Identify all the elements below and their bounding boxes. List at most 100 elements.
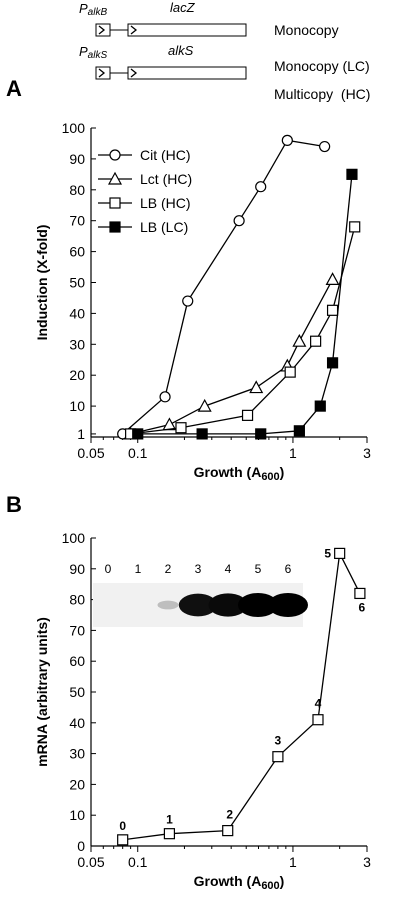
lane-label: 0: [105, 562, 112, 576]
promoter-arrow-icon-2: [98, 68, 106, 78]
data-point: [132, 428, 144, 440]
data-point: [325, 272, 340, 286]
y-tick-label: 80: [69, 182, 85, 198]
x-tick-label: 3: [363, 445, 371, 461]
promoter-label-1: PalkB: [79, 1, 107, 18]
point-label: 0: [119, 819, 126, 833]
y-tick-label: 10: [69, 807, 85, 823]
legend-marker: [109, 197, 121, 209]
data-point: [349, 221, 361, 233]
data-point: [334, 547, 346, 560]
y-tick-label: 1: [77, 426, 85, 442]
y-tick-label: 50: [69, 684, 85, 700]
legend-marker: [109, 221, 121, 233]
y-tick-label: 10: [69, 398, 85, 414]
lane-label: 4: [225, 562, 232, 576]
data-point: [175, 422, 187, 434]
blot-band: [157, 600, 179, 610]
data-point: [117, 834, 129, 846]
lane-label: 3: [195, 562, 202, 576]
data-point: [197, 398, 212, 412]
data-point: [346, 168, 358, 180]
y-tick-label: 60: [69, 244, 85, 260]
data-point: [249, 380, 264, 394]
data-point: [326, 357, 339, 369]
y-tick-label: 90: [69, 151, 85, 167]
y-tick-label: 0: [77, 838, 85, 854]
lane-label: 5: [255, 562, 262, 576]
data-point: [326, 304, 339, 316]
chart-a: 1 10 20 30 40 50 60 70 80 90 100 0.05 0.1 1 3 Induction…: [34, 120, 371, 483]
gene-box-1: [127, 23, 247, 37]
legend-marker: [107, 171, 123, 185]
y-tick-label: 100: [62, 530, 86, 546]
y-tick-label: 40: [69, 305, 85, 321]
legend-label: LB (HC): [140, 195, 191, 211]
y-tick-label: 40: [69, 715, 85, 731]
data-point: [182, 295, 194, 307]
point-label: 1: [166, 813, 173, 827]
x-tick-label: 0.1: [128, 854, 148, 870]
data-point: [196, 428, 208, 440]
gene-arrow-icon-1: [130, 25, 138, 35]
y-tick-label: 70: [69, 622, 85, 638]
lane-label: 2: [165, 562, 172, 576]
legend-label: Lct (HC): [140, 171, 192, 187]
promoter-label-2: PalkS: [79, 44, 107, 61]
y-tick-label: 90: [69, 561, 85, 577]
data-point: [310, 335, 322, 347]
x-axis-label: Growth (A600): [194, 464, 285, 483]
legend: Cit (HC) Lct (HC) LB (HC) LB (LC): [98, 147, 192, 235]
blot-band: [178, 593, 218, 617]
data-point: [281, 134, 293, 146]
data-point: [255, 181, 267, 193]
y-tick-label: 80: [69, 592, 85, 608]
legend-marker: [109, 149, 121, 161]
y-axis-label: Induction (X-fold): [34, 225, 50, 341]
x-tick-label: 1: [289, 445, 297, 461]
point-label: 2: [226, 808, 233, 822]
copy-label-lc: Monocopy (LC): [274, 58, 370, 74]
data-point: [222, 824, 234, 837]
data-point: [293, 425, 305, 437]
construct-schematic: PalkB lacZ PalkS alkS Monocopy Monocopy …: [79, 0, 370, 102]
y-tick-label: 60: [69, 653, 85, 669]
point-label: 3: [275, 734, 282, 748]
data-point: [255, 428, 267, 440]
y-tick-label: 50: [69, 275, 85, 291]
copy-label-hc: Multicopy (HC): [274, 86, 370, 102]
copy-label-monocopy: Monocopy: [274, 22, 339, 38]
x-tick-label: 0.05: [77, 445, 104, 461]
northern-blot-inset: 0 1 2 3 4 5 6: [93, 562, 308, 627]
data-point: [163, 828, 176, 840]
data-point: [241, 409, 254, 421]
x-tick-label: 3: [363, 854, 371, 870]
panel-letter-b: B: [6, 492, 22, 517]
point-label: 4: [315, 697, 322, 711]
point-label: 6: [359, 600, 366, 614]
panel-letter-a: A: [6, 76, 22, 101]
y-axis-label: mRNA (arbitrary units): [34, 617, 50, 767]
data-point: [159, 391, 171, 403]
gene-arrow-icon-2: [130, 68, 138, 78]
data-point: [233, 215, 245, 227]
data-point: [314, 400, 326, 412]
promoter-arrow-icon-1: [98, 25, 106, 35]
legend-label: LB (LC): [140, 219, 188, 235]
data-point: [272, 751, 284, 763]
y-tick-label: 30: [69, 336, 85, 352]
x-tick-label: 0.1: [128, 445, 148, 461]
y-tick-label: 70: [69, 213, 85, 229]
x-axis-label: Growth (A600): [194, 873, 285, 892]
lane-label: 1: [135, 562, 142, 576]
x-tick-label: 1: [289, 854, 297, 870]
blot-band: [208, 593, 248, 617]
data-point: [312, 714, 324, 726]
legend-label: Cit (HC): [140, 147, 191, 163]
lane-label: 6: [285, 562, 292, 576]
gene-label-1: lacZ: [170, 0, 196, 15]
y-tick-label: 20: [69, 776, 85, 792]
y-tick-label: 30: [69, 746, 85, 762]
blot-band: [238, 593, 278, 617]
